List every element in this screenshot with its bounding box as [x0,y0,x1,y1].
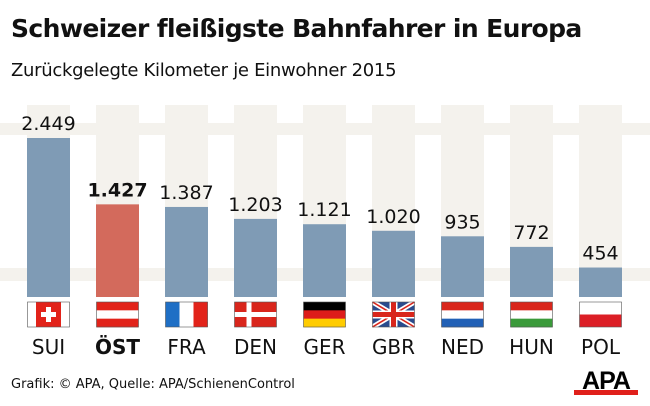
data-label: 772 [513,222,549,244]
category-label: GBR [372,335,415,359]
data-label: 1.020 [366,206,420,228]
bar-FRA [165,206,208,297]
france-flag-icon [165,301,208,328]
bar-DEN [234,218,277,297]
category-label: NED [441,335,484,359]
bar-NED [441,236,484,297]
data-label: 935 [444,211,480,233]
category-label: HUN [509,335,554,359]
category-label: FRA [167,335,206,359]
bar-POL [579,267,622,297]
category-label: DEN [234,335,277,359]
chart-subtitle: Zurückgelegte Kilometer je Einwohner 201… [11,60,397,81]
data-label: 2.449 [21,113,75,135]
hungary-flag-icon [510,301,553,328]
bar-HUN [510,246,553,297]
bar-ÖST [96,204,139,297]
germany-flag-icon [303,301,346,328]
source-footer: Grafik: © APA, Quelle: APA/SchienenContr… [11,377,295,392]
data-label: 454 [582,243,618,265]
data-label: 1.121 [297,199,351,221]
apa-logo: APA [574,367,638,395]
austria-flag-icon [96,301,139,328]
category-label: ÖST [95,335,140,359]
chart-title: Schweizer fleißigste Bahnfahrer in Europ… [11,14,582,43]
netherlands-flag-icon [441,301,484,328]
data-label: 1.387 [159,182,213,204]
poland-flag-icon [579,301,622,328]
category-label: SUI [32,335,65,359]
bar-GER [303,224,346,297]
uk-flag-icon [371,299,416,330]
denmark-flag-icon [234,301,277,328]
switzerland-flag-icon [27,301,70,328]
bar-SUI [27,138,70,297]
fence-post [579,105,622,297]
data-label: 1.203 [228,194,282,216]
data-label: 1.427 [87,179,147,201]
category-label: POL [581,335,621,359]
bar-GBR [372,230,415,297]
category-label: GER [303,335,345,359]
